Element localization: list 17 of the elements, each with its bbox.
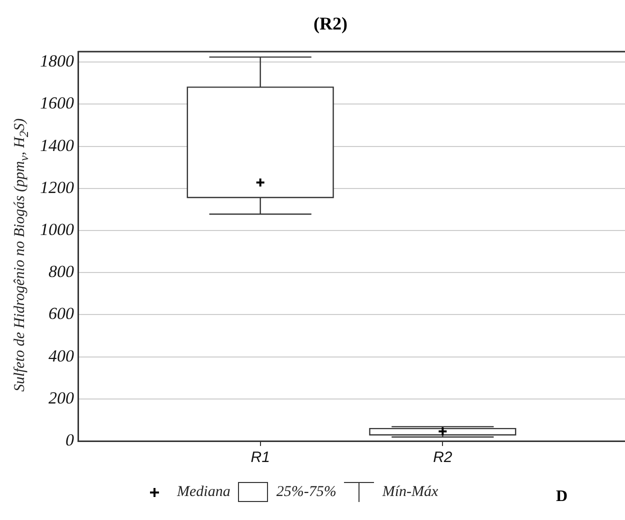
y-tick-label: 1000 (40, 220, 74, 239)
x-tick-label: R1 (250, 449, 270, 466)
x-tick-label: R2 (433, 449, 453, 466)
y-tick-label: 1200 (40, 178, 74, 197)
y-tick-label: 400 (48, 346, 74, 366)
text: Mín-Máx (382, 484, 438, 500)
y-tick-label: 600 (48, 304, 74, 324)
text: 25%-75% (276, 484, 336, 500)
text: D (556, 488, 568, 506)
chart-title: (R2) (314, 13, 348, 34)
text: Mediana (177, 484, 230, 500)
y-tick-label: 1800 (40, 52, 74, 71)
y-tick-label: 800 (48, 262, 74, 282)
y-tick-label: 200 (48, 388, 74, 408)
y-tick-label: 0 (66, 430, 74, 450)
y-tick-label: 1400 (40, 136, 74, 155)
y-tick-label: 1600 (40, 94, 74, 113)
